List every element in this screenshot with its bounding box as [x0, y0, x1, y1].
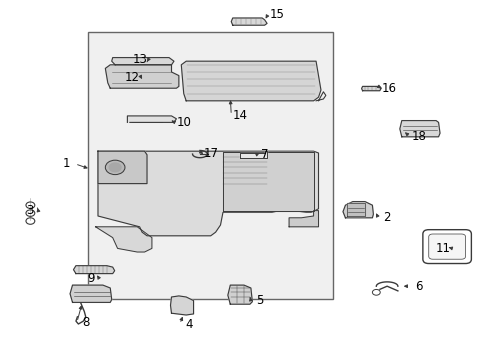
Polygon shape [343, 202, 373, 218]
FancyBboxPatch shape [429, 234, 466, 259]
Polygon shape [98, 151, 147, 184]
Text: 15: 15 [270, 8, 284, 21]
Text: 5: 5 [256, 294, 264, 307]
Polygon shape [347, 203, 365, 216]
Circle shape [372, 289, 380, 295]
Polygon shape [181, 61, 321, 101]
Polygon shape [105, 65, 179, 88]
Circle shape [26, 218, 35, 224]
Text: 3: 3 [25, 204, 33, 217]
Text: 1: 1 [62, 157, 70, 170]
Polygon shape [223, 152, 314, 211]
Text: 9: 9 [87, 273, 95, 285]
Polygon shape [74, 266, 115, 274]
Text: 13: 13 [132, 53, 147, 66]
Circle shape [26, 202, 35, 208]
Polygon shape [231, 18, 267, 25]
Polygon shape [98, 151, 318, 236]
Text: 18: 18 [412, 130, 426, 143]
Polygon shape [96, 227, 152, 252]
Circle shape [26, 210, 35, 216]
Polygon shape [240, 151, 267, 158]
Polygon shape [171, 296, 194, 315]
Polygon shape [400, 121, 440, 137]
Polygon shape [112, 58, 174, 65]
Text: 2: 2 [383, 211, 391, 224]
Bar [88, 32, 333, 299]
FancyBboxPatch shape [423, 230, 471, 264]
Circle shape [105, 160, 125, 175]
Text: 17: 17 [203, 147, 218, 159]
Text: 12: 12 [125, 71, 140, 84]
Text: 4: 4 [185, 318, 193, 330]
Text: 6: 6 [415, 280, 423, 293]
Polygon shape [127, 116, 176, 122]
Text: 8: 8 [82, 316, 90, 329]
Text: 7: 7 [261, 148, 269, 161]
Polygon shape [228, 285, 252, 304]
Text: 14: 14 [233, 109, 247, 122]
Text: 11: 11 [436, 242, 451, 255]
Polygon shape [70, 285, 112, 302]
Text: 16: 16 [382, 82, 397, 95]
Circle shape [109, 163, 121, 172]
Text: 10: 10 [176, 116, 191, 129]
Polygon shape [362, 86, 381, 91]
Polygon shape [289, 211, 318, 227]
